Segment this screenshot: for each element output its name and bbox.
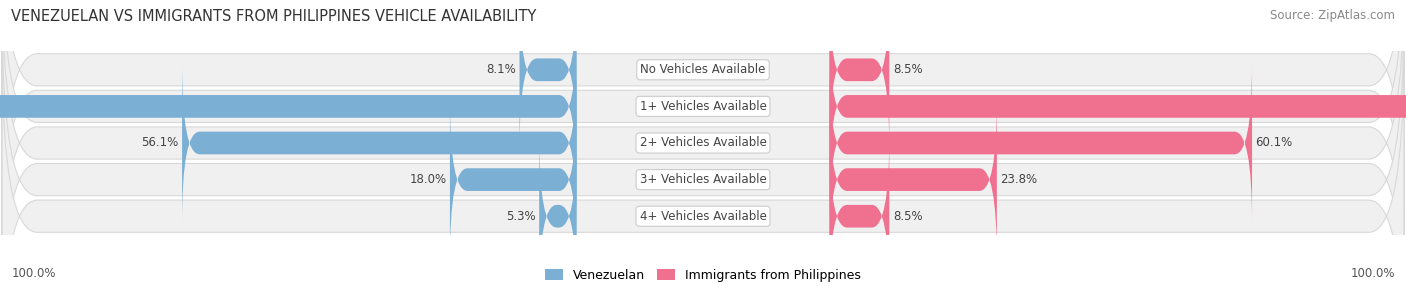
Text: 4+ Vehicles Available: 4+ Vehicles Available: [640, 210, 766, 223]
Text: 56.1%: 56.1%: [142, 136, 179, 150]
Text: 100.0%: 100.0%: [1350, 267, 1395, 280]
FancyBboxPatch shape: [1, 49, 1403, 286]
Text: 60.1%: 60.1%: [1256, 136, 1292, 150]
Text: 100.0%: 100.0%: [11, 267, 56, 280]
Text: 8.5%: 8.5%: [893, 63, 922, 76]
FancyBboxPatch shape: [830, 100, 997, 260]
FancyBboxPatch shape: [830, 136, 890, 286]
Text: 8.5%: 8.5%: [893, 210, 922, 223]
FancyBboxPatch shape: [540, 136, 576, 286]
FancyBboxPatch shape: [450, 100, 576, 260]
Text: 18.0%: 18.0%: [409, 173, 447, 186]
FancyBboxPatch shape: [0, 26, 576, 186]
Text: 5.3%: 5.3%: [506, 210, 536, 223]
FancyBboxPatch shape: [830, 63, 1253, 223]
FancyBboxPatch shape: [1, 0, 1403, 273]
Text: VENEZUELAN VS IMMIGRANTS FROM PHILIPPINES VEHICLE AVAILABILITY: VENEZUELAN VS IMMIGRANTS FROM PHILIPPINE…: [11, 9, 537, 23]
Text: 2+ Vehicles Available: 2+ Vehicles Available: [640, 136, 766, 150]
FancyBboxPatch shape: [1, 13, 1403, 286]
FancyBboxPatch shape: [830, 26, 1406, 186]
FancyBboxPatch shape: [830, 0, 890, 150]
Legend: Venezuelan, Immigrants from Philippines: Venezuelan, Immigrants from Philippines: [540, 264, 866, 286]
Text: Source: ZipAtlas.com: Source: ZipAtlas.com: [1270, 9, 1395, 21]
FancyBboxPatch shape: [183, 63, 576, 223]
FancyBboxPatch shape: [520, 0, 576, 150]
Text: 3+ Vehicles Available: 3+ Vehicles Available: [640, 173, 766, 186]
FancyBboxPatch shape: [1, 0, 1403, 237]
Text: 23.8%: 23.8%: [1001, 173, 1038, 186]
Text: 8.1%: 8.1%: [486, 63, 516, 76]
Text: No Vehicles Available: No Vehicles Available: [640, 63, 766, 76]
Text: 1+ Vehicles Available: 1+ Vehicles Available: [640, 100, 766, 113]
